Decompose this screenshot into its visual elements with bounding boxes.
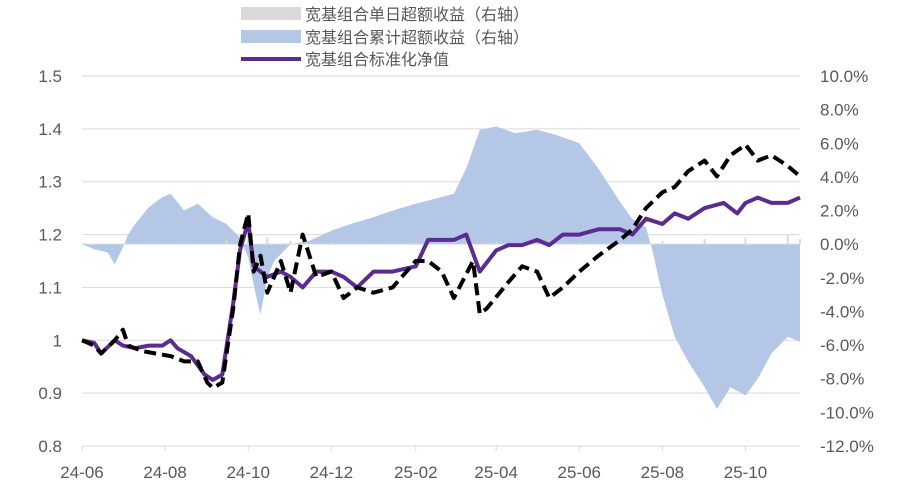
y-right-tick-label: -8.0% bbox=[820, 370, 864, 389]
y-left-tick-label: 0.8 bbox=[38, 437, 62, 456]
y-right-tick-label: -12.0% bbox=[820, 437, 874, 456]
daily-excess-bar bbox=[661, 240, 664, 245]
daily-excess-bar bbox=[703, 239, 706, 245]
x-tick-label: 25-02 bbox=[394, 463, 437, 482]
y-right-tick-label: -10.0% bbox=[820, 403, 874, 422]
y-left-tick-label: 1.1 bbox=[38, 278, 62, 297]
x-tick-label: 24-06 bbox=[60, 463, 103, 482]
y-right-tick-label: -6.0% bbox=[820, 336, 864, 355]
daily-excess-bar bbox=[266, 237, 269, 245]
x-axis: 24-06 24-08 24-10 24-12 25-02 25-04 25-06 25-08… bbox=[60, 446, 767, 482]
nav-line bbox=[81, 195, 801, 382]
legend-swatch-daily-excess bbox=[241, 7, 301, 20]
daily-excess-bar bbox=[414, 242, 417, 245]
y-right-tick-label: 4.0% bbox=[820, 168, 859, 187]
x-tick-label: 24-10 bbox=[226, 463, 269, 482]
daily-excess-bar bbox=[536, 242, 539, 245]
cumulative-excess-area bbox=[82, 126, 800, 409]
y-left-tick-label: 1 bbox=[53, 331, 62, 350]
legend-label-cumulative-excess: 宽基组合累计超额收益（右轴） bbox=[305, 28, 529, 47]
legend-label-nav: 宽基组合标准化净值 bbox=[305, 50, 449, 69]
y-right-tick-label: -4.0% bbox=[820, 302, 864, 321]
x-tick-label: 24-12 bbox=[310, 463, 353, 482]
y-right-tick-label: 10.0% bbox=[820, 67, 868, 86]
daily-excess-bar bbox=[452, 242, 455, 245]
legend: 宽基组合单日超额收益（右轴） 宽基组合累计超额收益（右轴） 宽基组合标准化净值 bbox=[241, 5, 529, 69]
daily-excess-bar bbox=[744, 237, 747, 245]
x-tick-label: 25-04 bbox=[474, 463, 517, 482]
x-tick-label: 25-06 bbox=[558, 463, 601, 482]
daily-excess-bar bbox=[495, 241, 498, 245]
y-right-tick-label: 0.0% bbox=[820, 235, 859, 254]
daily-excess-bar bbox=[786, 234, 789, 245]
daily-excess-bar bbox=[799, 239, 801, 245]
x-tick-label: 25-08 bbox=[641, 463, 684, 482]
plot-area bbox=[81, 75, 802, 447]
daily-excess-bar bbox=[578, 242, 581, 245]
daily-excess-bar bbox=[225, 240, 228, 245]
y-axis-right: -12.0% -10.0% -8.0% -6.0% -4.0% -2.0% 0.0% 2.0%… bbox=[820, 67, 874, 456]
y-axis-left: 0.8 0.9 1 1.1 1.2 1.3 1.4 1.5 bbox=[38, 67, 62, 456]
x-tick-label: 25-10 bbox=[724, 463, 767, 482]
y-left-tick-label: 1.5 bbox=[38, 67, 62, 86]
legend-label-daily-excess: 宽基组合单日超额收益（右轴） bbox=[305, 5, 529, 24]
x-tick-label: 24-08 bbox=[143, 463, 186, 482]
y-left-tick-label: 1.4 bbox=[38, 120, 62, 139]
y-left-tick-label: 0.9 bbox=[38, 384, 62, 403]
daily-excess-bar bbox=[330, 242, 333, 245]
daily-excess-bar bbox=[289, 240, 292, 245]
benchmark-dashed-line bbox=[81, 142, 802, 390]
y-left-tick-label: 1.2 bbox=[38, 226, 62, 245]
y-right-tick-label: 6.0% bbox=[820, 134, 859, 153]
y-right-tick-label: 2.0% bbox=[820, 202, 859, 221]
daily-excess-bar bbox=[247, 234, 250, 245]
y-right-tick-label: -2.0% bbox=[820, 269, 864, 288]
y-right-tick-label: 8.0% bbox=[820, 101, 859, 120]
daily-excess-bar bbox=[619, 242, 622, 245]
y-left-tick-label: 1.3 bbox=[38, 173, 62, 192]
legend-swatch-cumulative-excess bbox=[241, 30, 301, 43]
